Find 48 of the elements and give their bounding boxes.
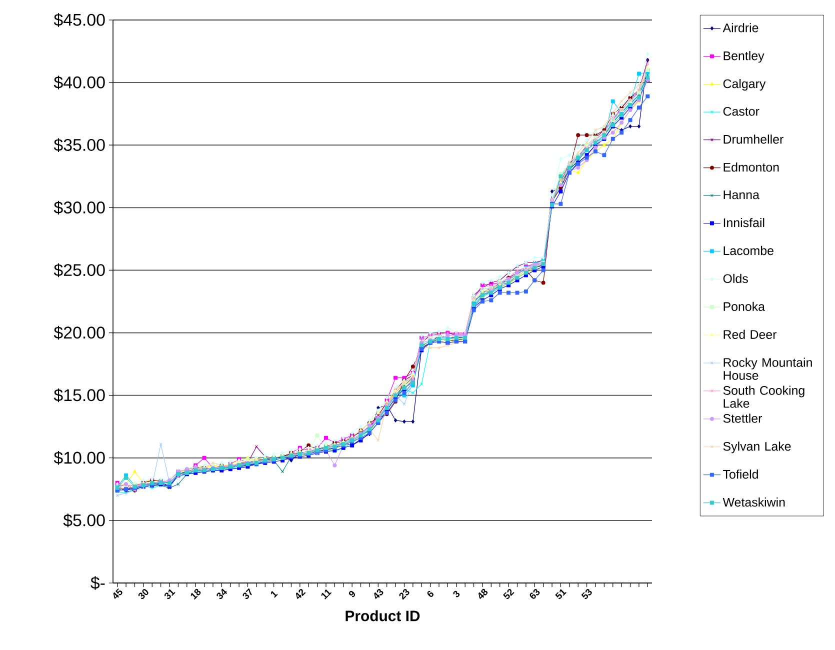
legend-label: Bentley (724, 51, 764, 63)
legend-label: Rocky Mountain House (724, 358, 812, 380)
x-axis-title: Product ID (346, 610, 420, 622)
legend-label: Olds (723, 274, 748, 284)
x-tick-label: 43 (374, 588, 384, 599)
x-tick-label: 52 (503, 588, 514, 600)
legend-label: Stettler (723, 414, 762, 423)
x-tick-label: 48 (478, 588, 488, 599)
legend-label: Hanna (724, 190, 760, 200)
y-tick-label: $5.00 (63, 514, 105, 528)
y-tick-label: $- (90, 576, 105, 590)
y-tick-label: $35.00 (54, 138, 105, 152)
x-tick-label: 9 (348, 590, 356, 598)
legend-label: Tofield (723, 470, 758, 479)
x-tick-label: 34 (216, 588, 228, 600)
x-tick-label: 3 (453, 590, 460, 598)
y-tick-label: $10.00 (54, 451, 105, 465)
x-tick-label: 11 (321, 589, 332, 600)
legend-label: Lacombe (724, 246, 774, 256)
x-tick-label: 23 (399, 588, 410, 600)
legend-label: Red Deer (724, 330, 777, 339)
legend-label: South Cooking Lake (723, 386, 804, 408)
x-tick-label: 6 (427, 590, 434, 597)
x-tick-label: 42 (296, 588, 306, 599)
y-tick-label: $45.00 (54, 13, 105, 27)
y-tick-label: $25.00 (54, 263, 105, 278)
legend-label: Wetaskiwin (722, 498, 785, 507)
x-tick-label: 45 (113, 588, 122, 599)
x-tick-label: 51 (555, 589, 567, 599)
x-tick-label: 31 (164, 589, 176, 600)
x-tick-label: 63 (530, 588, 540, 599)
x-tick-label: 18 (190, 588, 201, 600)
legend-label: Drumheller (724, 134, 784, 144)
legend-label: Ponoka (724, 302, 765, 311)
legend-label: Innisfail (724, 218, 764, 228)
x-tick-label: 37 (242, 588, 252, 600)
x-tick-label: 53 (581, 588, 592, 600)
legend-label: Castor (723, 106, 760, 116)
legend-label: Airdrie (722, 23, 758, 32)
legend-label: Edmonton (724, 162, 779, 172)
x-tick-label: 1 (270, 591, 278, 598)
y-tick-label: $30.00 (54, 200, 105, 215)
x-tick-label: 30 (138, 589, 148, 600)
y-tick-label: $40.00 (54, 76, 105, 90)
y-tick-label: $15.00 (54, 388, 105, 402)
y-tick-label: $20.00 (54, 326, 105, 340)
legend-label: Calgary (723, 79, 766, 91)
legend-label: Sylvan Lake (723, 442, 791, 454)
